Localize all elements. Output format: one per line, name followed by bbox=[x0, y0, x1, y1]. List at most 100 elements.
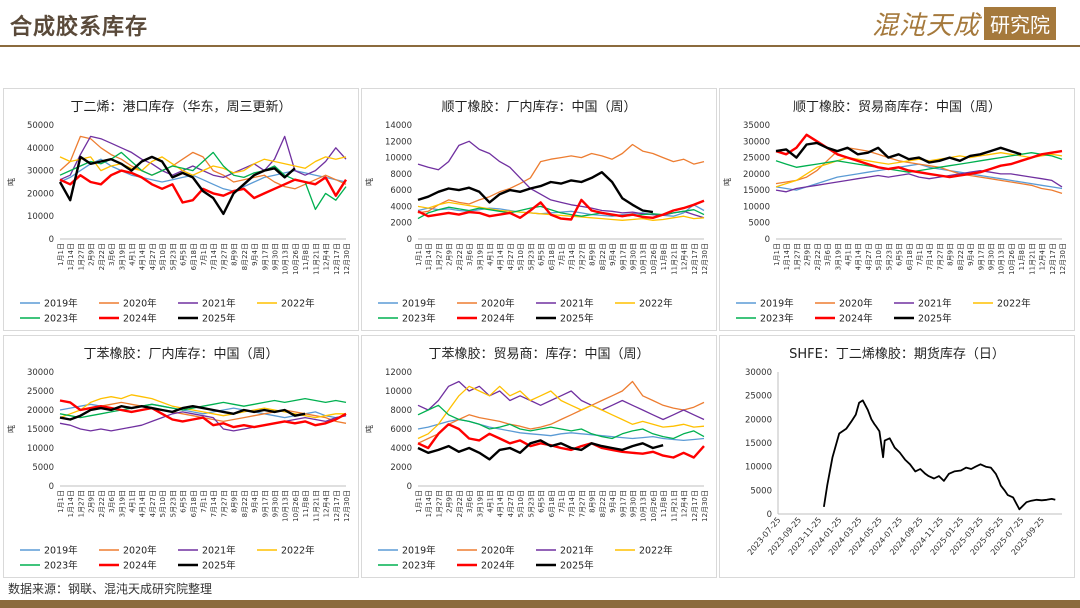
legend-item: 2025年 bbox=[536, 313, 594, 325]
series-line-2021年 bbox=[59, 411, 347, 432]
x-tick-label: 12月4日 bbox=[323, 490, 331, 517]
x-tick-label: 1月27日 bbox=[435, 490, 443, 517]
x-tick-label: 1月14日 bbox=[425, 243, 433, 270]
series-line-2021年 bbox=[59, 135, 347, 181]
y-axis-label: 吨 bbox=[722, 178, 732, 186]
series-line-2024年 bbox=[417, 423, 705, 459]
x-tick-label: 4月27日 bbox=[149, 490, 157, 517]
chart-grid: 丁二烯：港口库存（华东，周三更新） 0 10000 20000 30000 40000 50… bbox=[3, 88, 1077, 580]
x-tick-label: 11月8日 bbox=[1018, 243, 1026, 270]
footer-bar bbox=[0, 600, 1080, 608]
chart-svg: 顺丁橡胶：厂内库存：中国（周） 0 2000 4000 6000 8000 10000 120… bbox=[364, 99, 709, 325]
legend-item: 2021年 bbox=[894, 298, 952, 310]
y-tick-label: 0 bbox=[407, 235, 412, 245]
x-tick-label: 1月14日 bbox=[783, 243, 791, 270]
y-tick-label: 6000 bbox=[390, 186, 412, 196]
x-tick-label: 3月19日 bbox=[834, 243, 842, 270]
legend-label: 2022年 bbox=[997, 298, 1031, 310]
x-tick-label: 2月9日 bbox=[446, 243, 454, 266]
chart-title: SHFE：丁二烯橡胶：期货库存（日） bbox=[789, 346, 1005, 362]
x-tick-label: 9月17日 bbox=[261, 490, 269, 517]
x-tick-label: 3月19日 bbox=[118, 490, 126, 517]
y-tick-label: 20000 bbox=[27, 189, 54, 199]
series-line-2020年 bbox=[59, 135, 347, 190]
y-tick-label: 30000 bbox=[743, 137, 770, 147]
x-tick-label: 12月17日 bbox=[333, 490, 341, 522]
legend-label: 2020年 bbox=[481, 298, 515, 310]
x-tick-label: 5月10日 bbox=[517, 243, 525, 270]
x-tick-label: 6月18日 bbox=[190, 490, 198, 517]
x-tick-label: 4月14日 bbox=[497, 490, 505, 517]
series-line-2024年 bbox=[59, 169, 348, 204]
x-tick-label: 7月27日 bbox=[220, 243, 228, 270]
x-tick-label: 6月18日 bbox=[906, 243, 914, 270]
y-tick-label: 8000 bbox=[390, 170, 412, 180]
x-tick-label: 6月5日 bbox=[180, 490, 188, 513]
legend-item: 2023年 bbox=[378, 313, 436, 325]
x-tick-label: 2月22日 bbox=[456, 243, 464, 270]
series-line-2021年 bbox=[417, 140, 705, 219]
legend-label: 2019年 bbox=[402, 545, 436, 557]
legend-label: 2024年 bbox=[123, 313, 157, 325]
legend-label: 2024年 bbox=[481, 560, 515, 572]
y-tick-label: 5000 bbox=[750, 486, 772, 496]
legend-item: 2022年 bbox=[257, 545, 315, 557]
x-tick-label: 1月1日 bbox=[415, 243, 423, 266]
x-tick-label: 10月26日 bbox=[292, 243, 300, 275]
x-tick-label: 6月18日 bbox=[548, 490, 556, 517]
x-tick-label: 1月1日 bbox=[773, 243, 781, 266]
y-tick-label: 30000 bbox=[27, 167, 54, 177]
y-axis-label: 吨 bbox=[6, 178, 16, 186]
y-tick-label: 2000 bbox=[390, 219, 412, 229]
x-tick-label: 4月14日 bbox=[497, 243, 505, 270]
chart-panel-br-plant: 顺丁橡胶：厂内库存：中国（周） 0 2000 4000 6000 8000 10000 120… bbox=[361, 88, 717, 331]
y-axis-label: 吨 bbox=[364, 178, 374, 186]
legend-item: 2024年 bbox=[99, 560, 157, 572]
x-tick-label: 8月22日 bbox=[241, 243, 249, 270]
x-tick-label: 9月30日 bbox=[630, 243, 638, 270]
legend-label: 2025年 bbox=[202, 560, 236, 572]
series-line-2022年 bbox=[417, 201, 705, 221]
y-tick-label: 0 bbox=[767, 510, 772, 520]
x-tick-label: 8月9日 bbox=[947, 243, 955, 266]
page-header: 合成胶系库存 混沌天成 研究院 bbox=[0, 0, 1080, 47]
chart-title: 丁二烯：港口库存（华东，周三更新） bbox=[70, 99, 291, 115]
y-tick-label: 40000 bbox=[27, 144, 54, 154]
legend-label: 2023年 bbox=[44, 560, 78, 572]
x-tick-label: 7月14日 bbox=[926, 243, 934, 270]
legend-label: 2020年 bbox=[839, 298, 873, 310]
x-tick-label: 11月8日 bbox=[302, 490, 310, 517]
x-tick-label: 3月19日 bbox=[476, 490, 484, 517]
legend-label: 2022年 bbox=[639, 298, 673, 310]
x-tick-label: 4月1日 bbox=[129, 243, 137, 266]
x-tick-label: 12月30日 bbox=[701, 243, 709, 275]
x-tick-label: 10月13日 bbox=[640, 490, 648, 522]
chart-panel-br-trader: 顺丁橡胶：贸易商库存：中国（周） 0 5000 10000 15000 20000 2500… bbox=[719, 88, 1075, 331]
series-line-2025年 bbox=[59, 404, 306, 421]
x-tick-label: 10月13日 bbox=[282, 243, 290, 275]
x-tick-label: 2月9日 bbox=[804, 243, 812, 266]
x-tick-label: 2月9日 bbox=[88, 490, 96, 513]
x-tick-label: 2月22日 bbox=[98, 490, 106, 517]
x-tick-label: 11月21日 bbox=[670, 490, 678, 522]
series-line-2020年 bbox=[417, 143, 705, 214]
y-tick-label: 4000 bbox=[390, 444, 412, 454]
x-tick-label: 9月4日 bbox=[609, 490, 617, 513]
series-line-2022年 bbox=[417, 385, 705, 440]
legend-label: 2020年 bbox=[123, 298, 157, 310]
x-tick-label: 8月9日 bbox=[589, 243, 597, 266]
x-tick-label: 12月4日 bbox=[323, 243, 331, 270]
legend-label: 2021年 bbox=[560, 545, 594, 557]
legend-label: 2019年 bbox=[760, 298, 794, 310]
y-tick-label: 20000 bbox=[745, 415, 772, 425]
x-tick-label: 10月26日 bbox=[650, 490, 658, 522]
x-tick-label: 2月22日 bbox=[456, 490, 464, 517]
y-axis-label: 吨 bbox=[364, 425, 374, 433]
y-tick-label: 0 bbox=[407, 482, 412, 492]
legend-label: 2022年 bbox=[639, 545, 673, 557]
legend-item: 2024年 bbox=[457, 560, 515, 572]
x-tick-label: 2月22日 bbox=[814, 243, 822, 270]
legend-item: 2019年 bbox=[20, 545, 78, 557]
x-tick-label: 1月1日 bbox=[57, 490, 65, 513]
x-tick-label: 9月4日 bbox=[609, 243, 617, 266]
